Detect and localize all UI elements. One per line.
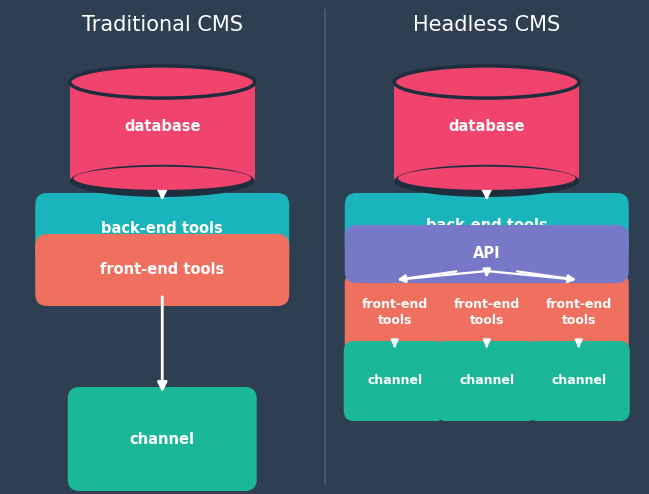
Ellipse shape bbox=[394, 66, 580, 98]
FancyBboxPatch shape bbox=[437, 273, 537, 353]
FancyBboxPatch shape bbox=[35, 193, 289, 264]
FancyBboxPatch shape bbox=[528, 341, 630, 421]
FancyBboxPatch shape bbox=[345, 193, 629, 259]
FancyBboxPatch shape bbox=[345, 273, 445, 353]
Ellipse shape bbox=[69, 66, 255, 98]
Bar bbox=[69, 82, 255, 181]
Text: channel: channel bbox=[130, 431, 195, 447]
FancyBboxPatch shape bbox=[345, 225, 629, 283]
FancyBboxPatch shape bbox=[435, 341, 538, 421]
Text: front-end tools: front-end tools bbox=[100, 262, 225, 278]
Text: back-end tools: back-end tools bbox=[101, 221, 223, 236]
Text: back-end tools: back-end tools bbox=[426, 218, 548, 234]
Ellipse shape bbox=[69, 165, 255, 197]
Text: Headless CMS: Headless CMS bbox=[413, 15, 560, 35]
Text: channel: channel bbox=[367, 374, 422, 387]
Ellipse shape bbox=[394, 165, 580, 197]
FancyBboxPatch shape bbox=[67, 387, 257, 491]
Text: database: database bbox=[124, 119, 201, 134]
Text: database: database bbox=[448, 119, 525, 134]
Text: Traditional CMS: Traditional CMS bbox=[82, 15, 243, 35]
Text: API: API bbox=[473, 247, 500, 261]
Text: channel: channel bbox=[551, 374, 606, 387]
FancyBboxPatch shape bbox=[344, 341, 446, 421]
Bar bbox=[394, 82, 580, 181]
FancyBboxPatch shape bbox=[35, 234, 289, 306]
Ellipse shape bbox=[398, 167, 576, 190]
Text: front-end
tools: front-end tools bbox=[454, 298, 520, 328]
FancyBboxPatch shape bbox=[529, 273, 629, 353]
Text: front-end
tools: front-end tools bbox=[361, 298, 428, 328]
Text: front-end
tools: front-end tools bbox=[546, 298, 612, 328]
Ellipse shape bbox=[73, 167, 251, 190]
Text: channel: channel bbox=[459, 374, 514, 387]
